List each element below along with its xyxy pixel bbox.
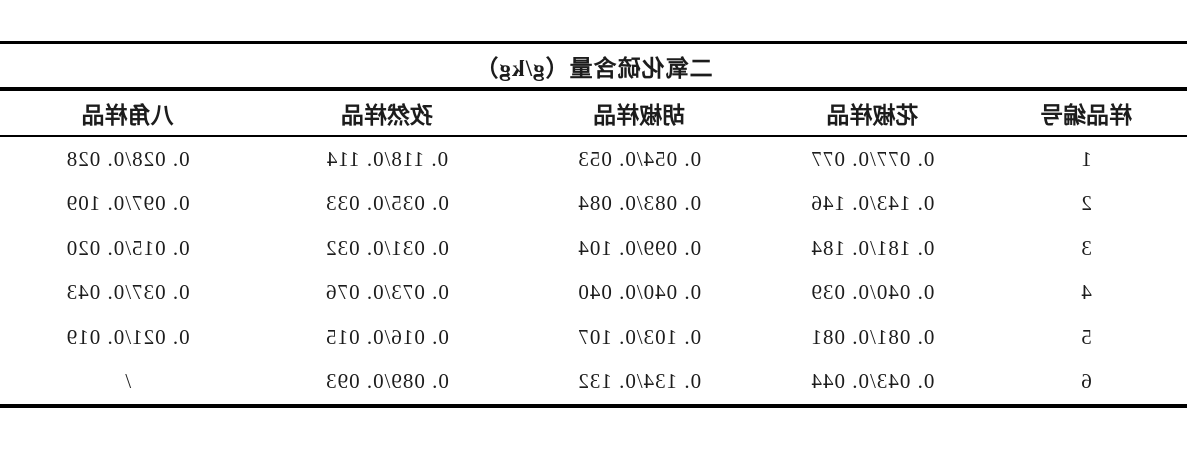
table-cell: 0. 016/0. 015 [325, 324, 449, 349]
table-cell: 0. 143/0. 146 [810, 191, 935, 216]
sample-id-cell: 2 [1080, 191, 1092, 216]
column-header-huajiao: 花椒样品 [826, 103, 919, 128]
table-cell: 0. 031/0. 032 [325, 235, 449, 260]
column-header-ziran: 孜然样品 [341, 103, 433, 128]
rule-bottom [0, 404, 1187, 408]
table-cell: / [124, 369, 132, 394]
column-header-hujiao: 胡椒样品 [593, 103, 686, 128]
table-row: 6 0. 043/0. 044 0. 134/0. 132 0. 089/0. … [0, 360, 1187, 405]
column-header-sample-id: 样品编号 [1040, 103, 1133, 128]
table-cell: 0. 043/0. 044 [810, 369, 935, 394]
sample-id-cell: 4 [1080, 280, 1092, 305]
sample-id-cell: 5 [1080, 324, 1092, 349]
table-cell: 0. 099/0. 104 [577, 235, 702, 260]
table-row: 5 0. 081/0. 081 0. 103/0. 107 0. 016/0. … [0, 315, 1187, 360]
table-cell: 0. 028/0. 028 [65, 146, 190, 171]
sample-id-cell: 3 [1080, 235, 1092, 260]
table-cell: 0. 073/0. 076 [325, 280, 449, 305]
table-cell: 0. 077/0. 077 [810, 146, 935, 171]
table-row: 2 0. 143/0. 146 0. 083/0. 084 0. 035/0. … [0, 182, 1187, 227]
table-cell: 0. 089/0. 093 [325, 369, 449, 394]
data-table: 二氧化硫含量（g/kg） 样品编号 花椒样品 胡椒样品 孜然样品 八角样品 1 … [0, 41, 1187, 408]
table-cell: 0. 083/0. 084 [577, 191, 702, 216]
table-cell: 0. 081/0. 081 [810, 324, 935, 349]
table-cell: 0. 118/0. 114 [325, 146, 449, 171]
table-cell: 0. 103/0. 107 [577, 324, 702, 349]
table-cell: 0. 134/0. 132 [577, 369, 702, 394]
table-row: 4 0. 040/0. 039 0. 040/0. 040 0. 073/0. … [0, 271, 1187, 316]
table-cell: 0. 015/0. 020 [65, 235, 190, 260]
table-cell: 0. 054/0. 053 [577, 146, 702, 171]
table-cell: 0. 021/0. 019 [65, 324, 190, 349]
table-title: 二氧化硫含量（g/kg） [474, 55, 713, 81]
table-cell: 0. 181/0. 184 [810, 235, 935, 260]
sample-id-cell: 6 [1080, 369, 1092, 394]
table-cell: 0. 040/0. 040 [577, 280, 702, 305]
table-cell: 0. 035/0. 033 [325, 191, 449, 216]
table-row: 1 0. 077/0. 077 0. 054/0. 053 0. 118/0. … [0, 137, 1187, 182]
column-header-bajiao: 八角样品 [81, 103, 174, 128]
table-cell: 0. 040/0. 039 [810, 280, 935, 305]
table-cell: 0. 037/0. 043 [65, 280, 190, 305]
table-cell: 0. 097/0. 109 [65, 191, 190, 216]
header-row: 样品编号 花椒样品 胡椒样品 孜然样品 八角样品 [0, 91, 1187, 135]
table-row: 3 0. 181/0. 184 0. 099/0. 104 0. 031/0. … [0, 226, 1187, 271]
sample-id-cell: 1 [1080, 146, 1092, 171]
